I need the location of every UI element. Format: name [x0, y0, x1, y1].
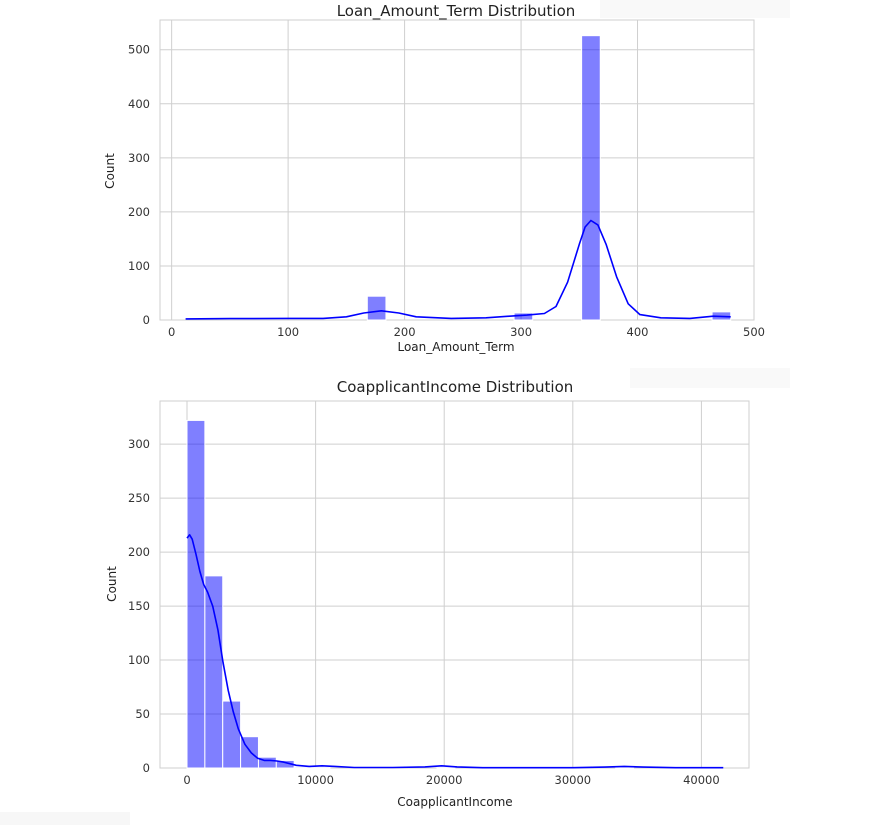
y-tick-label: 200 [128, 545, 150, 559]
x-tick-label: 100 [277, 325, 299, 339]
histogram-bar [366, 295, 387, 321]
y-tick-label: 200 [128, 205, 150, 219]
x-tick-label: 300 [510, 325, 532, 339]
x-tick-label: 30000 [555, 773, 592, 787]
y-tick-label: 400 [128, 97, 150, 111]
histogram-bar [581, 35, 601, 321]
y-axis-label-loan-amount-term: Count [103, 153, 117, 189]
x-tick-label: 200 [394, 325, 416, 339]
y-tick-label: 500 [128, 43, 150, 57]
y-tick-label: 100 [128, 259, 150, 273]
y-tick-label: 0 [143, 313, 150, 327]
y-tick-label: 250 [128, 491, 150, 505]
loan-amount-term-chart: 0 100 200 300 400 500 0 100 200 300 400 500 [128, 19, 765, 339]
y-tick-label: 0 [143, 761, 150, 775]
histogram-bar [186, 419, 206, 769]
x-tick-label: 0 [168, 325, 175, 339]
overlay-strip-left [0, 812, 130, 825]
kde-line [185, 219, 731, 320]
histogram-bar [311, 766, 331, 769]
overlay-strip-bottom [630, 368, 790, 388]
y-tick-label: 50 [135, 707, 150, 721]
x-axis-label-loan-amount-term: Loan_Amount_Term [397, 340, 514, 354]
x-tick-label: 10000 [297, 773, 334, 787]
histogram-bar [204, 575, 224, 769]
x-tick-label: 0 [183, 773, 190, 787]
chart-title-coapplicant-income: CoapplicantIncome Distribution [337, 378, 574, 396]
y-tick-label: 150 [128, 599, 150, 613]
plot-frame [159, 19, 755, 321]
kde-line [186, 534, 724, 769]
plot-frame [159, 400, 750, 769]
x-tick-label: 40000 [683, 773, 720, 787]
x-axis-label-coapplicant-income: CoapplicantIncome [397, 795, 512, 809]
histogram-bar [222, 700, 242, 769]
x-tick-label: 20000 [426, 773, 463, 787]
y-tick-label: 100 [128, 653, 150, 667]
y-tick-label: 300 [128, 437, 150, 451]
overlay-strip-top [600, 0, 790, 18]
x-tick-label: 400 [627, 325, 649, 339]
y-tick-label: 300 [128, 151, 150, 165]
y-axis-label-coapplicant-income: Count [105, 566, 119, 602]
x-tick-label: 500 [743, 325, 765, 339]
chart-title-loan-amount-term: Loan_Amount_Term Distribution [337, 2, 576, 21]
coapplicant-income-chart: 0 10000 20000 30000 40000 0 50 100 150 200 250 300 [128, 400, 750, 787]
